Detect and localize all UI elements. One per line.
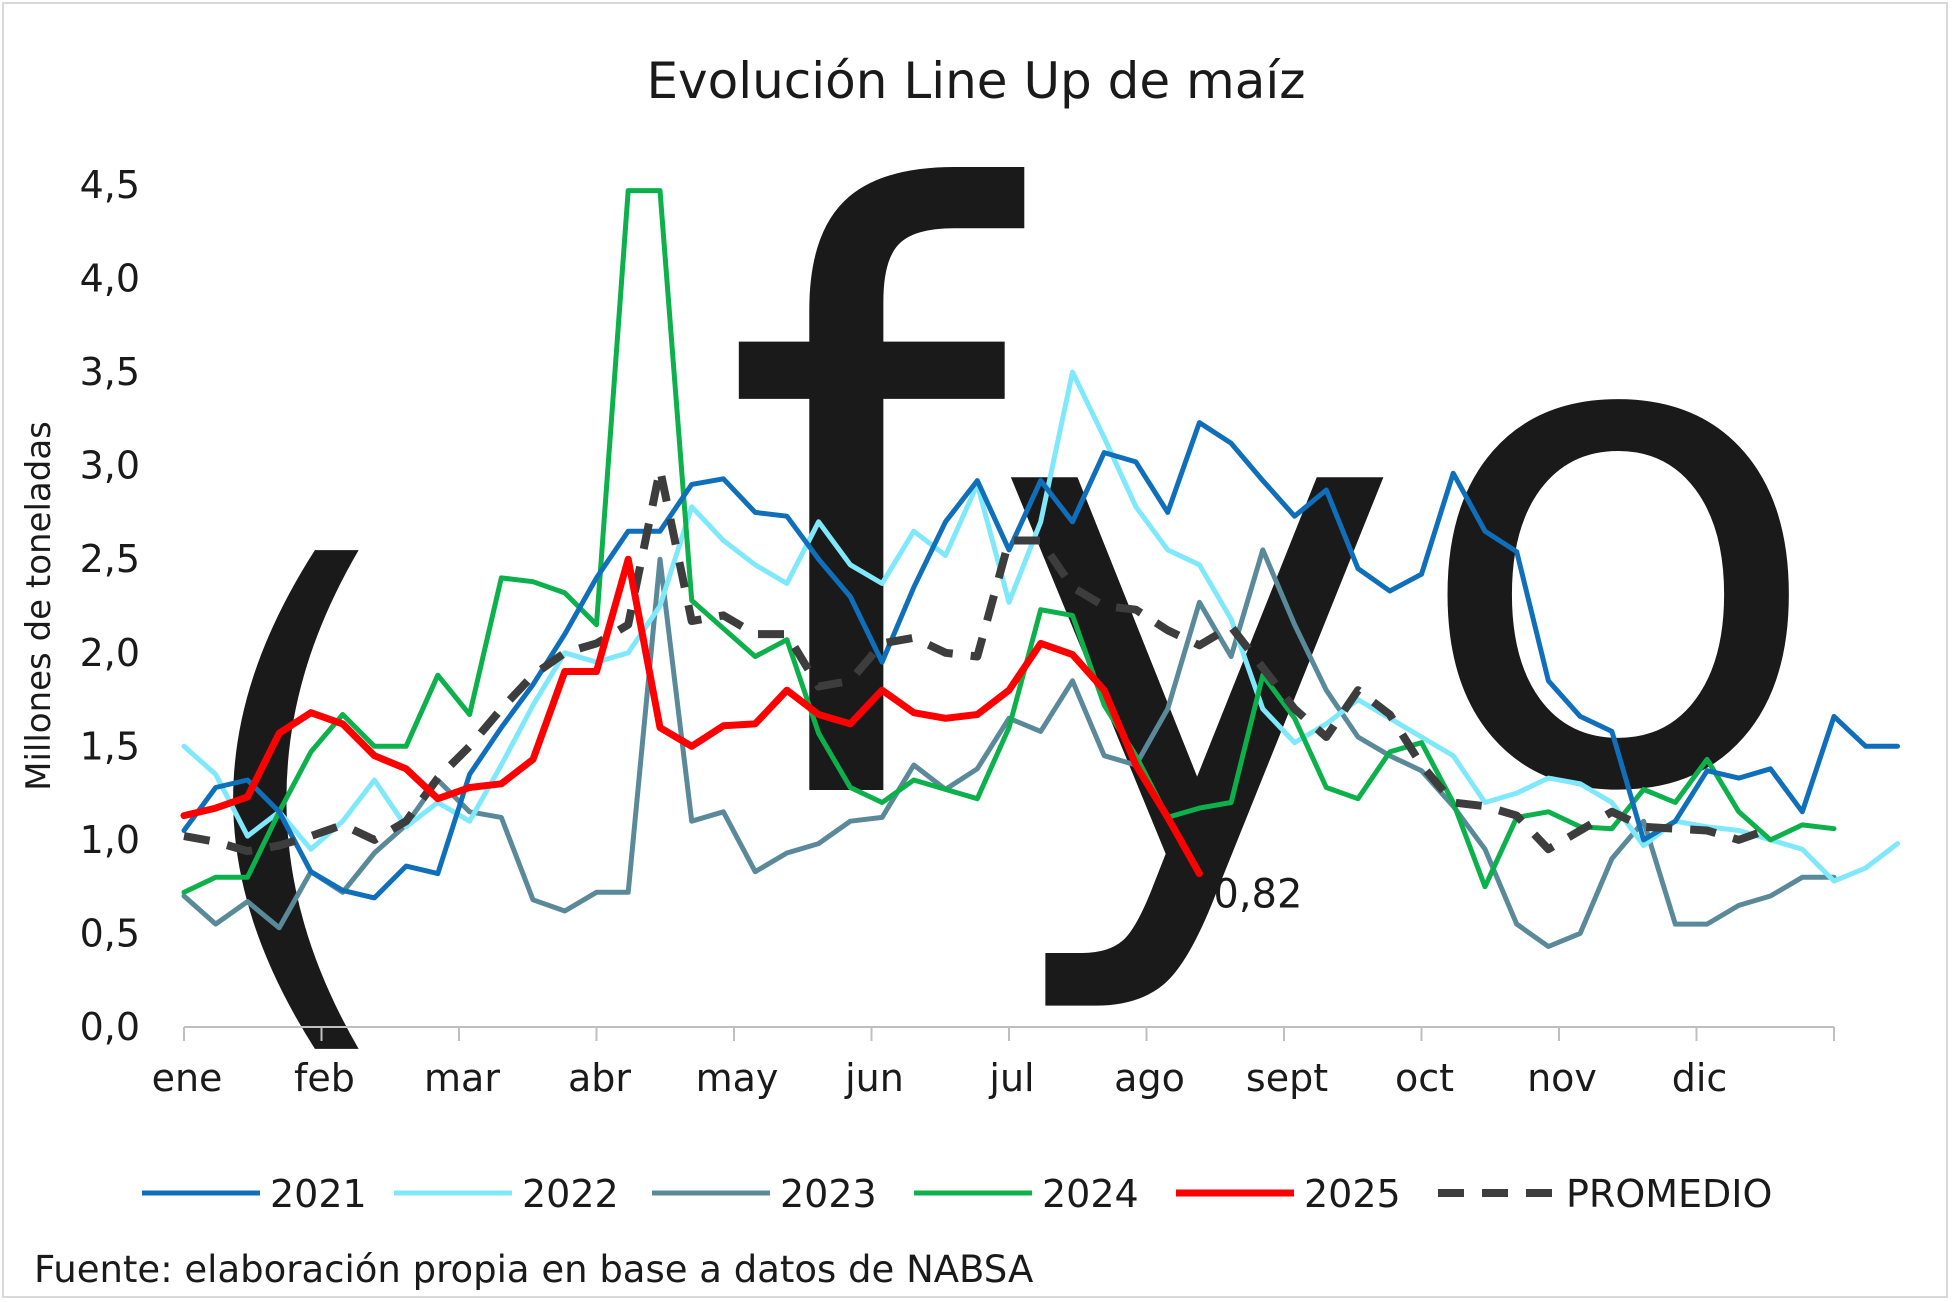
fyo-watermark: ( f y o	[185, 30, 1826, 1108]
legend: 2021 2022 2023 2024 2025 PROMEDIO	[142, 1172, 1772, 1216]
x-tick-label: ene	[152, 1056, 223, 1100]
x-tick-label: jul	[988, 1056, 1034, 1100]
legend-label-2024: 2024	[1042, 1172, 1139, 1216]
legend-label-2023: 2023	[780, 1172, 877, 1216]
legend-label-2021: 2021	[270, 1172, 367, 1216]
legend-label-2025: 2025	[1304, 1172, 1401, 1216]
x-tick-label: oct	[1395, 1056, 1454, 1100]
x-tick-label: ago	[1114, 1056, 1185, 1100]
x-tick-label: jun	[844, 1056, 904, 1100]
x-tick-label: may	[696, 1056, 779, 1100]
series-lines	[180, 188, 1900, 949]
x-tick-label: sept	[1246, 1056, 1328, 1100]
x-tick-label: mar	[424, 1056, 500, 1100]
chart-title: Evolución Line Up de maíz	[646, 52, 1305, 110]
y-tick-label: 3,0	[80, 444, 140, 488]
series-line-promedio	[183, 465, 1772, 856]
y-tick-labels: 0,0 0,5 1,0 1,5 2,0 2,5 3,0 3,5 4,0 4,5	[80, 163, 140, 1049]
y-tick-label: 1,5	[80, 724, 140, 768]
y-tick-label: 2,0	[80, 631, 140, 675]
series-line-2025	[180, 555, 1203, 878]
x-tick-label: nov	[1527, 1056, 1597, 1100]
last-value-label: 0,82	[1213, 872, 1302, 918]
x-axis: ene feb mar abr may jun jul ago sept oct nov dic	[152, 1026, 1835, 1100]
x-tick-label: feb	[294, 1056, 355, 1100]
legend-label-promedio: PROMEDIO	[1566, 1172, 1772, 1216]
y-tick-label: 4,0	[80, 257, 140, 301]
source-note: Fuente: elaboración propia en base a dat…	[34, 1248, 1033, 1291]
x-tick-label: abr	[568, 1056, 631, 1100]
y-tick-label: 2,5	[80, 537, 140, 581]
series-line-2021	[181, 420, 1900, 901]
watermark-f: f	[720, 30, 1028, 984]
x-tick-label: dic	[1672, 1056, 1728, 1100]
y-tick-label: 0,5	[80, 911, 140, 955]
y-axis-label: Millones de toneladas	[19, 421, 59, 791]
y-tick-label: 1,0	[80, 818, 140, 862]
y-tick-label: 4,5	[80, 163, 140, 207]
series-line-2024	[181, 188, 1837, 895]
series-line-2022	[181, 369, 1900, 884]
y-tick-label: 0,0	[80, 1005, 140, 1049]
y-tick-label: 3,5	[80, 350, 140, 394]
legend-label-2022: 2022	[522, 1172, 619, 1216]
